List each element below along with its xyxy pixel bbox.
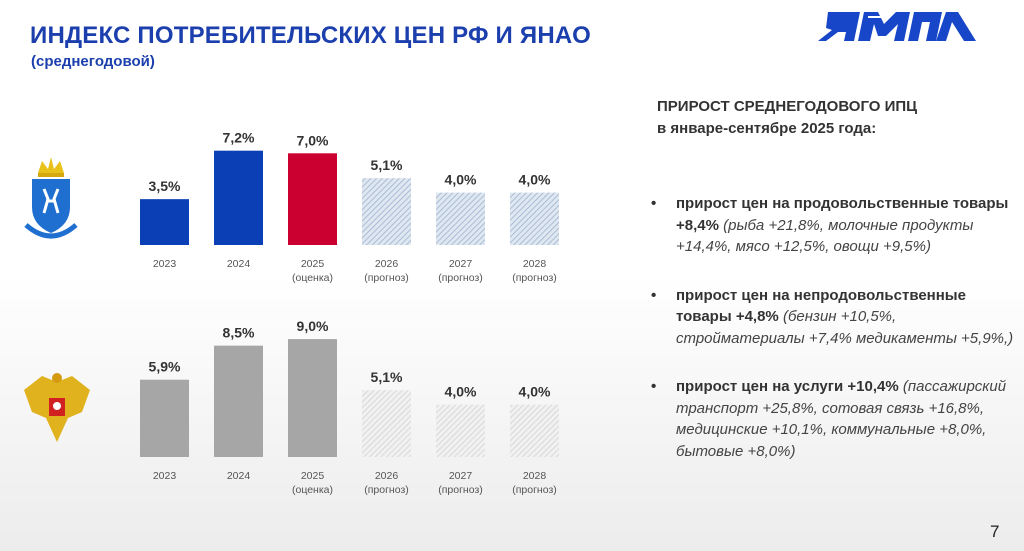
yanao-cpi-chart: 3,5% 2023 7,2% 2024 7,0% 2025 (оценка) 5,1% 2026… — [140, 130, 559, 284]
data-label: 4,0% — [445, 384, 477, 400]
bar-2028 — [510, 192, 559, 245]
bullet-bold: прирост цен на продовольственные товары … — [676, 195, 1009, 234]
category-label: 2024 — [227, 470, 251, 482]
bullet-bold: прирост цен на услуги +10,4% — [676, 378, 899, 395]
bullet-services: • прирост цен на услуги +10,4% (пассажирс… — [651, 376, 1017, 462]
bar-2025 — [288, 339, 337, 457]
panel-heading-line1: ПРИРОСТ СРЕДНЕГОДОВОГО ИПЦ — [657, 98, 918, 115]
category-label: (прогноз) — [512, 484, 557, 496]
panel-heading-line2: в январе-сентябре 2025 года: — [657, 120, 877, 137]
category-label: (прогноз) — [438, 484, 483, 496]
data-label: 9,0% — [297, 318, 329, 334]
page-subtitle: (среднегодовой) — [31, 53, 155, 70]
category-label: 2023 — [153, 470, 177, 482]
category-label: (прогноз) — [364, 484, 409, 496]
page-number: 7 — [990, 522, 1000, 541]
bar-2027 — [436, 192, 485, 245]
data-label: 5,1% — [371, 157, 403, 173]
bullet-nonfood: • прирост цен на непродовольственные това… — [651, 285, 1017, 350]
category-label: 2025 — [301, 258, 325, 270]
data-label: 5,9% — [149, 359, 181, 375]
bullet-bold: прирост цен на непродовольственные товар… — [676, 286, 966, 326]
bar-2026 — [362, 390, 411, 457]
category-label: 2026 — [375, 258, 399, 270]
bar-2026 — [362, 178, 411, 245]
bar-2023 — [140, 379, 189, 457]
yamal-logo — [818, 12, 976, 41]
russia-coat-of-arms-icon — [24, 373, 90, 442]
category-label: 2024 — [227, 258, 251, 270]
bullet-dot: • — [651, 286, 657, 304]
bar-2024 — [214, 345, 263, 457]
data-label: 3,5% — [149, 178, 181, 194]
category-label: (прогноз) — [512, 272, 557, 284]
data-label: 4,0% — [519, 384, 551, 400]
bullet-dot: • — [651, 378, 657, 395]
rf-cpi-chart: 5,9% 2023 8,5% 2024 9,0% 2025 (оценка) 5,1% 2026… — [140, 318, 559, 496]
bullet-detail: (бензин +10,5%, стройматериалы +7,4% мед… — [676, 308, 1014, 347]
category-label: 2025 — [301, 470, 325, 482]
bar-2027 — [436, 404, 485, 457]
bullet-food: • прирост цен на продовольственные товары… — [651, 193, 1017, 258]
bar-2025 — [288, 153, 337, 245]
category-label: 2026 — [375, 470, 399, 482]
category-label: (оценка) — [292, 272, 333, 284]
cpi-charts: 3,5% 2023 7,2% 2024 7,0% 2025 (оценка) 5,1% 2026… — [140, 130, 559, 496]
bar-2024 — [214, 150, 263, 245]
category-label: (прогноз) — [438, 272, 483, 284]
data-label: 7,2% — [223, 130, 255, 146]
cpi-breakdown-panel: ПРИРОСТ СРЕДНЕГОДОВОГО ИПЦ в январе-сент… — [651, 96, 1017, 489]
category-label: 2027 — [449, 258, 473, 270]
category-label: 2027 — [449, 470, 473, 482]
bar-2028 — [510, 404, 559, 457]
bullet-detail: (рыба +21,8%, молочные продукты +14,4%, … — [676, 216, 974, 256]
category-label: (прогноз) — [364, 272, 409, 284]
data-label: 8,5% — [223, 325, 255, 341]
bullet-detail: (пассажирский транспорт +25,8%, сотовая … — [676, 378, 1007, 460]
data-label: 4,0% — [519, 172, 551, 188]
data-label: 5,1% — [371, 369, 403, 385]
data-label: 4,0% — [445, 172, 477, 188]
bullet-dot: • — [651, 195, 657, 212]
category-label: (оценка) — [292, 484, 333, 496]
data-label: 7,0% — [297, 132, 329, 148]
category-label: 2028 — [523, 258, 547, 270]
yamal-coat-of-arms-icon — [24, 157, 78, 239]
category-label: 2023 — [153, 258, 177, 270]
page-title: ИНДЕКС ПОТРЕБИТЕЛЬСКИХ ЦЕН РФ И ЯНАО — [30, 22, 591, 49]
bar-2023 — [140, 199, 189, 245]
category-label: 2028 — [523, 470, 547, 482]
